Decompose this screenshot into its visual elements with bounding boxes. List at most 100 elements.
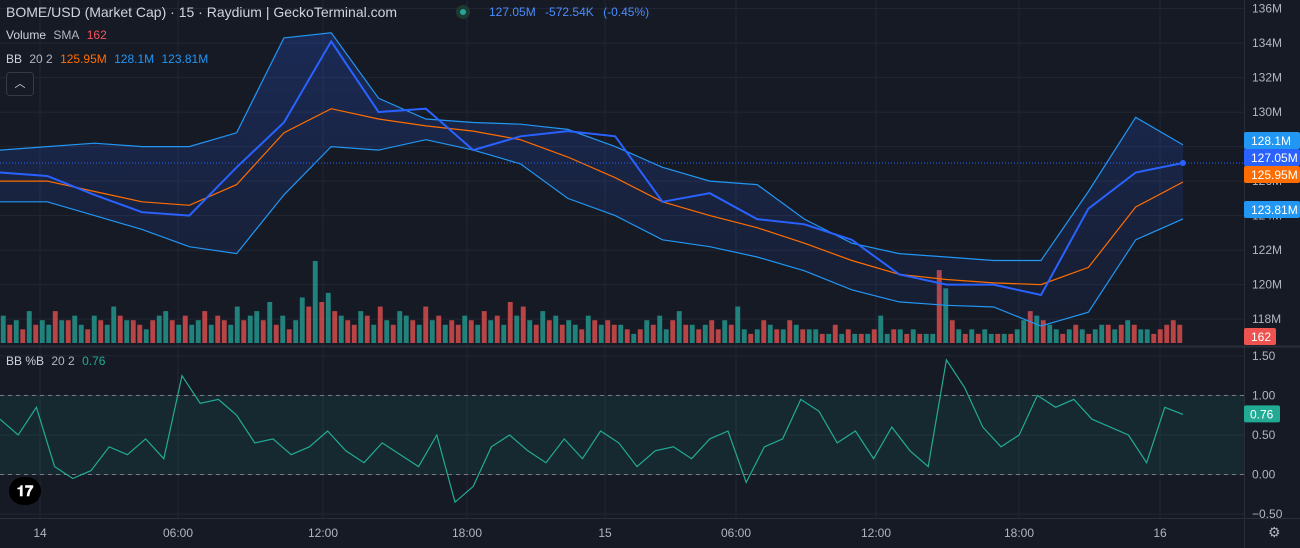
volume-bar	[917, 333, 923, 343]
volume-bar	[780, 329, 786, 343]
volume-bar	[1021, 320, 1027, 343]
volume-bar	[657, 315, 663, 343]
change-value: -572.54K	[545, 5, 594, 19]
pctb-legend[interactable]: BB %B 20 2 0.76	[6, 354, 105, 368]
volume-bar	[1086, 333, 1092, 343]
volume-bar	[858, 333, 864, 343]
price-axis-tag-label: 125.95M	[1251, 168, 1298, 182]
volume-bar	[299, 297, 305, 343]
volume-bar	[741, 329, 747, 343]
volume-bar	[761, 320, 767, 343]
volume-bar	[819, 333, 825, 343]
live-status-icon	[456, 5, 470, 19]
volume-bar	[910, 329, 916, 343]
volume-bar	[962, 333, 968, 343]
volume-bar	[254, 311, 260, 343]
volume-bar	[1047, 324, 1053, 343]
volume-bar	[988, 333, 994, 343]
volume-bar	[520, 306, 526, 343]
volume-bar	[332, 311, 338, 343]
tradingview-logo-icon[interactable]: 𝟏𝟕	[9, 477, 41, 505]
x-tick-label: 12:00	[861, 526, 891, 540]
volume-bar	[208, 324, 214, 343]
bb-lower-line	[0, 139, 1184, 327]
x-tick-label: 18:00	[452, 526, 482, 540]
volume-bar	[46, 324, 52, 343]
volume-bar	[111, 306, 117, 343]
x-tick-label: 18:00	[1004, 526, 1034, 540]
volume-bar	[975, 333, 981, 343]
pctb-tick-label: 1.00	[1252, 388, 1276, 402]
volume-bar	[1034, 315, 1040, 343]
volume-bar	[663, 329, 669, 343]
volume-bar	[377, 306, 383, 343]
volume-bar	[1079, 329, 1085, 343]
volume-bar	[982, 329, 988, 343]
volume-bar	[319, 302, 325, 343]
volume-bar	[637, 329, 643, 343]
volume-bar	[774, 329, 780, 343]
quote-row: 127.05M -572.54K (-0.45%)	[489, 5, 655, 19]
price-axis-tag	[1244, 149, 1300, 166]
volume-bar	[39, 320, 45, 343]
volume-bar	[273, 324, 279, 343]
price-axis-tag	[1244, 201, 1300, 218]
collapse-legend-button[interactable]: ︿	[6, 72, 34, 96]
volume-bar	[1118, 324, 1124, 343]
volume-bar	[1138, 329, 1144, 343]
volume-bar	[104, 324, 110, 343]
pctb-tick-label: 0.50	[1252, 428, 1276, 442]
volume-bar	[852, 333, 858, 343]
volume-label: Volume	[6, 28, 47, 42]
volume-bar	[436, 315, 442, 343]
volume-bar	[234, 306, 240, 343]
volume-bar	[1157, 329, 1163, 343]
volume-bar	[514, 315, 520, 343]
volume-bar	[585, 315, 591, 343]
volume-bar	[384, 320, 390, 343]
volume-bar	[689, 324, 695, 343]
y-tick-label: 118M	[1252, 312, 1281, 326]
bb-legend[interactable]: BB 20 2 125.95M 128.1M 123.81M	[6, 52, 208, 66]
volume-bar	[442, 324, 448, 343]
volume-bar	[72, 315, 78, 343]
volume-bar	[826, 333, 832, 343]
volume-bar	[371, 324, 377, 343]
volume-bar	[137, 324, 143, 343]
volume-bar	[475, 324, 481, 343]
volume-bar	[1040, 320, 1046, 343]
chart-title: BOME/USD (Market Cap) · 15 · Raydium | G…	[6, 4, 398, 20]
pctb-value: 0.76	[82, 354, 106, 368]
bb-params: 20 2	[29, 52, 53, 66]
price-axis-tag	[1244, 132, 1300, 149]
volume-bar	[507, 302, 513, 343]
volume-bar	[410, 320, 416, 343]
volume-bar	[1151, 333, 1157, 343]
volume-legend[interactable]: Volume SMA 162	[6, 28, 107, 42]
volume-bar	[91, 315, 97, 343]
price-pane	[0, 32, 1244, 327]
pctb-band-fill	[0, 395, 1244, 475]
volume-bar	[969, 329, 975, 343]
pctb-pane	[0, 358, 1244, 504]
volume-bar	[943, 288, 949, 343]
volume-bar	[865, 333, 871, 343]
bb-band-fill	[0, 32, 1183, 327]
gear-icon[interactable]: ⚙	[1268, 524, 1281, 540]
volume-bar	[260, 320, 266, 343]
volume-bar	[364, 315, 370, 343]
x-tick-label: 06:00	[721, 526, 751, 540]
volume-bar	[572, 324, 578, 343]
volume-bar	[1027, 311, 1033, 343]
volume-bar	[390, 324, 396, 343]
volume-bar	[163, 311, 169, 343]
volume-bar	[845, 329, 851, 343]
bb-label: BB	[6, 52, 23, 66]
volume-bar	[59, 320, 65, 343]
volume-bar	[1125, 320, 1131, 343]
volume-bar	[195, 320, 201, 343]
volume-bar	[1008, 333, 1014, 343]
volume-bar	[709, 320, 715, 343]
